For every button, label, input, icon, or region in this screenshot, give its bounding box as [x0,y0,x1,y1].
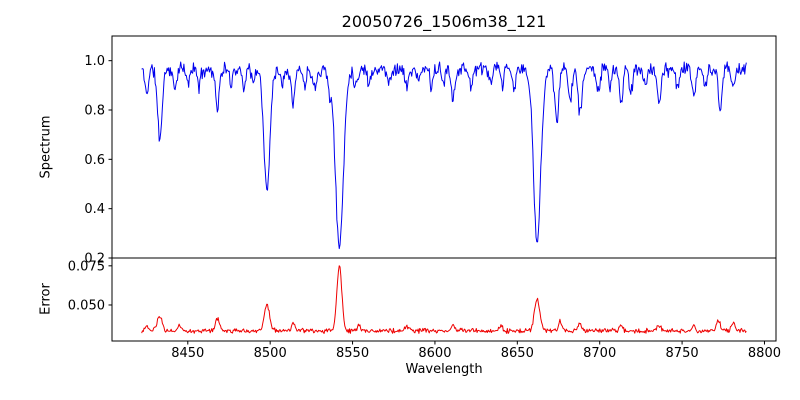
x-tick-label: 8550 [336,346,369,361]
x-tick-label: 8750 [666,346,699,361]
x-tick-label: 8650 [501,346,534,361]
bottom-panel-border [111,257,777,342]
x-tick-label: 8800 [748,346,781,361]
bottom-y-tick-label: 0.075 [68,259,105,274]
x-axis-label: Wavelength [405,362,483,377]
top-y-tick-label: 1.0 [84,54,105,69]
bottom-y-tick-label: 0.050 [68,298,105,313]
error-line [141,265,747,334]
spectrum-line [141,61,747,250]
x-tick-label: 8700 [583,346,616,361]
top-y-tick-label: 0.6 [84,153,105,168]
top-y-tick-label: 0.8 [84,104,105,119]
top-y-tick-label: 0.4 [84,202,105,217]
x-tick-label: 8500 [254,346,287,361]
x-tick-label: 8450 [171,346,204,361]
x-tick-label: 8600 [418,346,451,361]
chart-title: 20050726_1506m38_121 [341,12,547,31]
top-y-tick-label: 0.2 [84,252,105,267]
